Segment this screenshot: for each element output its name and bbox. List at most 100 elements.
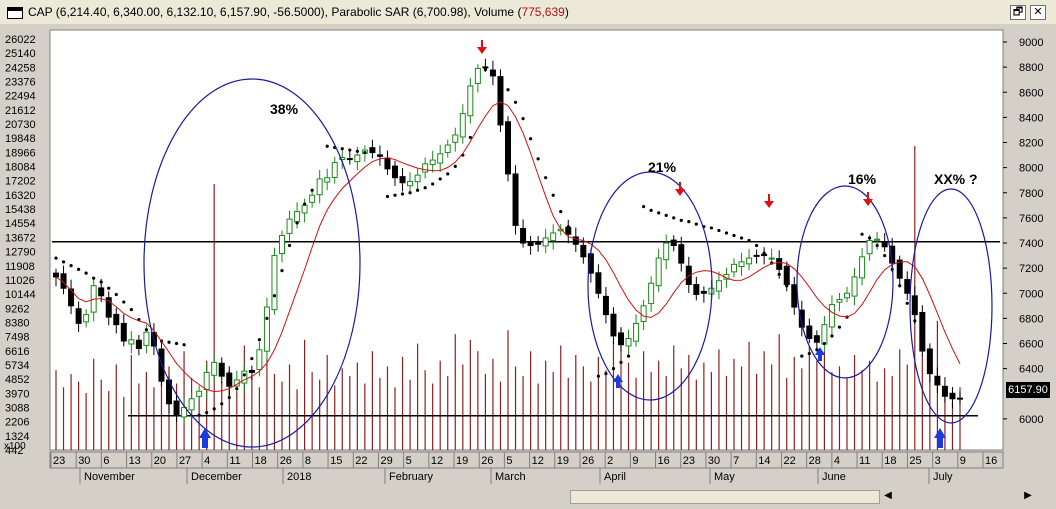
candle <box>271 255 278 311</box>
date-axis-tick: 4 <box>204 455 210 467</box>
left-axis-tick: 7498 <box>5 332 29 344</box>
date-axis-tick: 11 <box>859 455 870 467</box>
sar-dot <box>174 341 179 346</box>
date-axis-tick: 12 <box>532 455 544 467</box>
date-axis-tick: 28 <box>809 455 821 467</box>
right-axis-tick: 6600 <box>1019 339 1043 351</box>
sar-dot <box>498 79 503 83</box>
date-axis-tick: 14 <box>758 455 770 467</box>
date-axis-tick: 5 <box>506 455 512 467</box>
right-axis-tick: 8000 <box>1019 163 1043 175</box>
candle <box>844 292 850 299</box>
scroll-right-icon[interactable]: ▶ <box>1024 490 1032 501</box>
candle <box>648 282 655 305</box>
ellipse-4 <box>909 188 993 424</box>
candle <box>746 257 753 265</box>
date-axis-tick: 16 <box>985 455 997 467</box>
sar-dot <box>626 354 631 358</box>
date-axis-tick: 22 <box>355 455 367 467</box>
date-axis-tick: 26 <box>280 455 292 467</box>
right-axis-tick: 6800 <box>1019 313 1043 325</box>
sar-dot <box>574 238 578 243</box>
sar-dot <box>212 407 216 411</box>
sar-dot <box>536 157 540 161</box>
candle <box>256 349 263 370</box>
candle <box>158 348 165 382</box>
sar-dot <box>649 208 653 212</box>
right-axis-tick: 7600 <box>1019 213 1043 225</box>
candle <box>663 242 670 261</box>
candle <box>715 280 722 292</box>
month-axis-label: June <box>822 471 846 483</box>
date-axis-tick: 6 <box>103 455 109 467</box>
date-axis-tick: 30 <box>78 455 90 467</box>
candle <box>700 290 707 294</box>
title-bar: CAP (6,214.40, 6,340.00, 6,132.10, 6,157… <box>0 0 1056 25</box>
sar-dot <box>672 216 676 220</box>
candle <box>248 369 255 373</box>
right-axis-tick: 6000 <box>1019 414 1043 426</box>
candle <box>120 322 127 342</box>
date-axis-tick: 29 <box>380 455 392 467</box>
sar-dot <box>785 284 789 288</box>
candle <box>226 372 233 387</box>
candle <box>806 325 813 339</box>
sar-dot <box>559 209 563 214</box>
sar-dot <box>883 253 887 258</box>
horizontal-scrollbar[interactable]: ◀ ▶ <box>566 488 1054 504</box>
date-axis-tick: 30 <box>708 455 720 467</box>
candle <box>535 242 542 245</box>
scroll-left-icon[interactable]: ◀ <box>884 490 892 501</box>
sar-dot <box>694 222 698 226</box>
close-button[interactable]: ✕ <box>1030 5 1046 20</box>
sar-dot <box>905 301 909 305</box>
left-axis-tick: 3088 <box>5 402 29 414</box>
date-axis-tick: 16 <box>658 455 670 467</box>
candle <box>836 299 843 303</box>
date-axis-tick: 18 <box>884 455 896 467</box>
sar-dot <box>416 188 420 192</box>
candle <box>188 398 195 411</box>
candle <box>135 339 142 350</box>
sar-dot <box>310 188 314 192</box>
candle <box>881 241 888 248</box>
left-axis-tick: 6616 <box>5 346 29 358</box>
left-axis-tick: 12790 <box>5 247 36 259</box>
sar-dot <box>642 204 646 209</box>
candle <box>768 257 775 260</box>
candle <box>459 113 466 138</box>
sar-dot <box>739 236 744 240</box>
sar-dot <box>619 360 623 364</box>
sar-dot <box>54 256 58 260</box>
left-axis-tick: 11908 <box>5 261 35 273</box>
left-axis-tick: 5734 <box>5 360 29 372</box>
right-axis-tick: 9000 <box>1019 37 1043 49</box>
left-axis-tick: 4852 <box>5 374 29 386</box>
sar-dot <box>709 226 714 230</box>
candle <box>113 313 120 326</box>
candle <box>505 121 511 175</box>
restore-button[interactable]: 🗗 <box>1010 5 1026 20</box>
candle <box>346 158 353 161</box>
date-axis-tick: 13 <box>129 455 141 467</box>
candle <box>324 177 331 183</box>
sar-dot <box>822 341 827 346</box>
down-arrow-icon <box>863 192 873 206</box>
left-axis-tick: 22494 <box>5 91 36 103</box>
month-axis-label: December <box>191 471 242 483</box>
candle <box>376 154 383 157</box>
left-axis-tick: 23376 <box>5 77 36 89</box>
scrollbar-thumb[interactable] <box>570 490 880 504</box>
left-axis-tick: 13672 <box>5 232 36 244</box>
volume-unit-label: x100 <box>4 441 26 452</box>
sar-dot <box>860 232 864 236</box>
candle <box>263 306 270 352</box>
sar-dot <box>898 284 902 288</box>
candle <box>602 295 609 316</box>
title-end: ) <box>564 5 569 19</box>
sar-dot <box>566 225 570 229</box>
sar-dot <box>69 264 73 268</box>
right-axis-tick: 8400 <box>1019 112 1043 124</box>
sar-dot <box>303 202 307 206</box>
candle <box>68 288 75 307</box>
